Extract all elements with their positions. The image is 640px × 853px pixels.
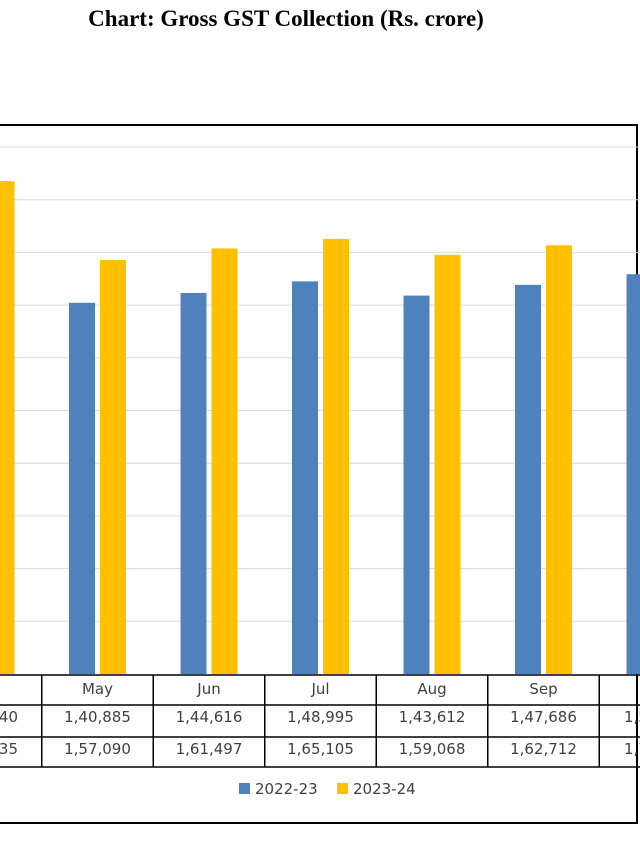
- legend-swatch-2022-23: [239, 783, 250, 794]
- bar-2022-23-Sep: [515, 284, 541, 674]
- legend-label-2022-23: 2022-23: [255, 780, 318, 798]
- bar-2022-23-Oct: [626, 274, 640, 674]
- legend-swatch-2023-24: [337, 783, 348, 794]
- table-header-Jul: Jul: [310, 680, 329, 698]
- legend-label-2023-24: 2023-24: [353, 780, 416, 798]
- table-cell-2023-24-Jul: 1,65,105: [287, 740, 354, 758]
- table-cell-2023-24-May: 1,57,090: [64, 740, 131, 758]
- table-cell-2023-24-Sep: 1,62,712: [510, 740, 577, 758]
- table-cell-2022-23-Oct: 1,5: [624, 708, 640, 726]
- chart-title: Chart: Gross GST Collection (Rs. crore): [88, 6, 484, 31]
- table-cell-2023-24-Oct: 1,7: [624, 740, 640, 758]
- bar-2023-24-Jun: [211, 248, 238, 675]
- table-cell-2022-23-Jun: 1,44,616: [176, 708, 243, 726]
- table-header-Jun: Jun: [196, 680, 220, 698]
- bar-2022-23-Aug: [403, 295, 430, 674]
- table-cell-2022-23-May: 1,40,885: [64, 708, 131, 726]
- table-cell-2022-23-Sep: 1,47,686: [510, 708, 577, 726]
- bar-2023-24-Apr: [0, 181, 15, 674]
- bar-2023-24-May: [100, 260, 126, 674]
- table-header-Aug: Aug: [417, 680, 446, 698]
- bar-2023-24-Aug: [434, 254, 461, 674]
- table-header-Sep: Sep: [529, 680, 557, 698]
- table-cell-2022-23-Apr: 40: [0, 708, 18, 726]
- table-cell-2022-23-Jul: 1,48,995: [287, 708, 354, 726]
- bar-2023-24-Sep: [546, 245, 572, 674]
- bar-2022-23-Jun: [180, 292, 207, 674]
- table-header-May: May: [82, 680, 113, 698]
- table-cell-2023-24-Aug: 1,59,068: [399, 740, 466, 758]
- bar-2022-23-Jul: [292, 281, 318, 674]
- table-cell-2023-24-Apr: 035: [0, 740, 18, 758]
- bar-2023-24-Jul: [323, 238, 349, 675]
- table-cell-2022-23-Aug: 1,43,612: [399, 708, 466, 726]
- table-cell-2023-24-Jun: 1,61,497: [176, 740, 243, 758]
- bar-2022-23-May: [69, 302, 95, 674]
